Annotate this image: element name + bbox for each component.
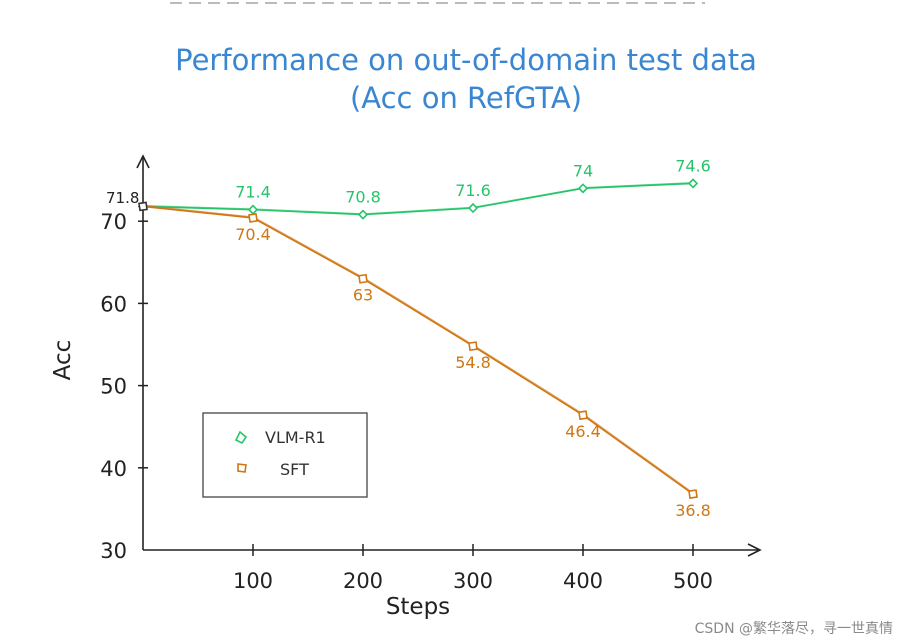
- data-point: [687, 178, 699, 189]
- x-axis-label: Steps: [386, 594, 450, 620]
- series-layer: 71.4 70.8 71.6 74 74.6 70.4 63 54.8 46.4 36.8: [137, 156, 711, 520]
- chart-title-line1: Performance on out-of-domain test data: [175, 43, 757, 77]
- y-tick-label: 50: [100, 375, 127, 399]
- data-point: [688, 489, 698, 500]
- legend-marker-vlm-r1: [234, 430, 248, 445]
- start-point-label: 71.8: [106, 189, 139, 207]
- data-label: 71.6: [455, 181, 491, 200]
- x-tick-label: 300: [453, 569, 493, 593]
- series-line-vlm-r1: [142, 182, 694, 216]
- series-line-sft: [142, 205, 694, 495]
- data-point: [467, 202, 479, 214]
- data-point: [248, 213, 258, 223]
- data-point: [577, 183, 589, 194]
- x-tick-label: 100: [233, 569, 273, 593]
- data-point: [468, 341, 478, 352]
- legend-marker-sft: [237, 463, 247, 473]
- watermark: CSDN @繁华落尽，寻一世真情: [694, 621, 893, 637]
- data-point: [358, 273, 368, 284]
- y-axis-arrow: [136, 154, 150, 169]
- data-label: 74: [573, 161, 593, 180]
- y-tick-label: 40: [100, 457, 127, 481]
- legend-label-vlm-r1: VLM-R1: [265, 428, 326, 447]
- x-tick-label: 200: [343, 569, 383, 593]
- data-point: [247, 204, 259, 215]
- x-tick-label: 500: [673, 569, 713, 593]
- series-line-sketch: [143, 182, 694, 215]
- data-label: 46.4: [565, 422, 601, 441]
- series-line-sketch: [143, 205, 695, 494]
- axes: [136, 154, 762, 557]
- chart-title-line2: (Acc on RefGTA): [350, 81, 582, 115]
- y-tick-label: 60: [100, 292, 127, 316]
- x-tick-label: 400: [563, 569, 603, 593]
- data-label: 70.8: [345, 188, 381, 207]
- data-label: 63: [353, 286, 373, 305]
- legend-label-sft: SFT: [280, 460, 309, 479]
- y-tick-label: 70: [100, 210, 127, 234]
- data-label: 54.8: [455, 353, 491, 372]
- data-label: 36.8: [675, 501, 711, 520]
- data-point: [138, 201, 148, 212]
- legend-box: [202, 412, 368, 498]
- x-ticks: 100 200 300 400 500: [233, 544, 713, 593]
- y-ticks: 30 40 50 60 70: [100, 210, 148, 563]
- data-label: 74.6: [675, 156, 711, 175]
- data-point: [357, 209, 369, 220]
- data-label: 71.4: [235, 183, 271, 202]
- legend: VLM-R1 SFT: [202, 412, 368, 498]
- data-label: 70.4: [235, 225, 271, 244]
- x-axis-arrow: [747, 543, 762, 557]
- y-axis-label: Acc: [50, 340, 76, 381]
- data-point: [578, 410, 588, 421]
- y-tick-label: 30: [100, 539, 127, 563]
